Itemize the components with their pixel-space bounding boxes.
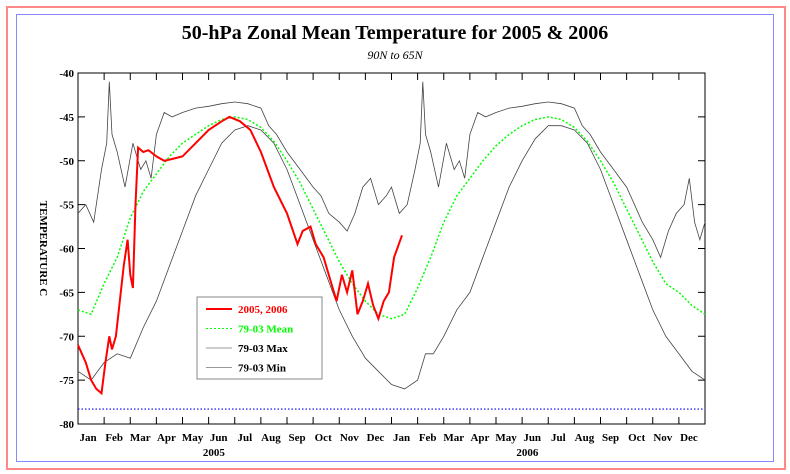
year-label: 2006 [516,447,539,459]
y-tick-label: -75 [59,375,74,387]
y-tick-label: -45 [59,112,74,124]
y-tick-label: -40 [59,68,74,80]
legend-box [196,296,323,380]
x-tick-label: Jun [523,432,541,444]
x-tick-label: Apr [470,432,489,444]
legend-label: 79-03 Max [238,343,288,355]
year-label: 2005 [203,447,226,459]
x-tick-label: Apr [157,432,176,444]
x-tick-label: Jan [80,432,97,444]
x-tick-label: Mar [443,432,464,444]
y-tick-label: -65 [59,287,74,299]
x-tick-label: Dec [367,432,385,444]
plot-frame [77,72,706,425]
outer-frame [6,6,786,470]
series-line-2 [77,81,706,259]
y-tick-label: -80 [59,419,74,431]
legend-label: 79-03 Mean [238,324,293,336]
x-tick-label: Jul [551,432,566,444]
legend-label: 2005, 2006 [238,304,288,316]
x-tick-label: Nov [340,432,359,444]
x-tick-label: Mar [130,432,151,444]
series-line-0 [77,115,403,396]
x-tick-label: Nov [653,432,672,444]
y-tick-label: -60 [59,244,74,256]
series-line-1 [77,116,706,320]
x-tick-label: Sep [602,432,619,444]
legend-label: 79-03 Min [238,363,286,375]
x-tick-label: Feb [419,432,437,444]
y-axis-label: TEMPERATURE C [37,201,49,296]
x-tick-label: Feb [105,432,123,444]
y-tick-label: -55 [59,200,74,212]
chart-title: 50-hPa Zonal Mean Temperature for 2005 &… [181,22,609,44]
y-tick-label: -70 [59,331,74,343]
series-line-3 [77,125,706,390]
x-tick-label: Oct [628,432,645,444]
x-tick-label: Aug [575,432,595,444]
x-tick-label: Jul [237,432,252,444]
chart-subtitle: 90N to 65N [367,48,423,62]
x-tick-label: Jan [393,432,410,444]
y-tick-label: -50 [59,156,74,168]
x-tick-label: May [182,432,204,444]
x-tick-label: May [495,432,517,444]
x-tick-label: Sep [289,432,306,444]
x-tick-label: Jun [210,432,228,444]
x-tick-label: Dec [680,432,698,444]
x-tick-label: Aug [261,432,281,444]
x-tick-label: Oct [315,432,332,444]
inner-frame [16,14,774,462]
